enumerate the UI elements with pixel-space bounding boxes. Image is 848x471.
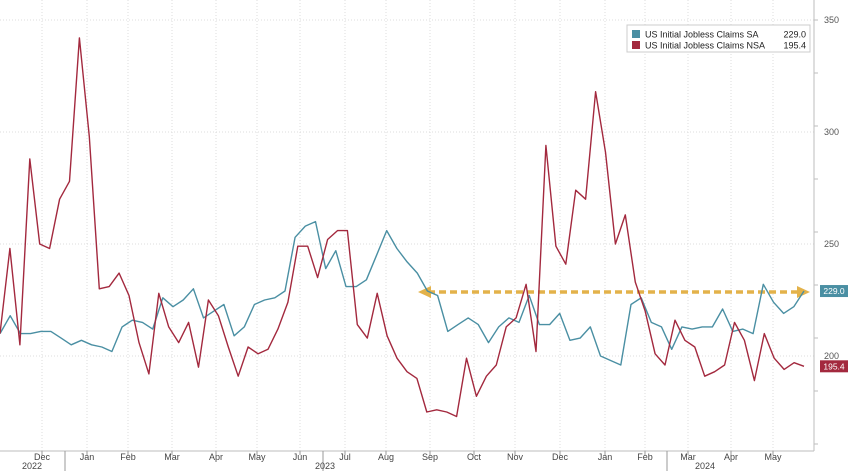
x-tick-label: Feb bbox=[120, 452, 136, 462]
reference-line-group bbox=[418, 286, 810, 299]
x-tick-label: Mar bbox=[164, 452, 180, 462]
legend: US Initial Jobless Claims SA 229.0 US Init… bbox=[626, 24, 811, 53]
last-value-label: 229.0 bbox=[823, 286, 845, 296]
last-value-tag-nsa bbox=[820, 360, 848, 373]
year-label: 2024 bbox=[695, 461, 715, 471]
y-tick-label: 350 bbox=[824, 15, 839, 25]
year-label: 2023 bbox=[315, 461, 335, 471]
x-tick-label: Feb bbox=[637, 452, 653, 462]
last-value-tag-sa bbox=[820, 285, 848, 298]
grid-lines bbox=[0, 0, 814, 451]
last-value-label: 195.4 bbox=[823, 361, 845, 371]
y-tick-label: 300 bbox=[824, 127, 839, 137]
legend-swatch bbox=[632, 41, 640, 49]
x-tick-label: Sep bbox=[422, 452, 438, 462]
legend-swatch bbox=[632, 30, 640, 38]
x-tick-label: Dec bbox=[34, 452, 51, 462]
legend-series-value: 195.4 bbox=[783, 41, 806, 51]
y-tick-label: 200 bbox=[824, 351, 839, 361]
legend-series-name: US Initial Jobless Claims NSA bbox=[645, 41, 765, 51]
x-axis: Dec Jan Feb Mar Apr May Jun Jul Aug Sep Oct Nov Dec J… bbox=[0, 450, 814, 471]
x-tick-label: Jun bbox=[293, 452, 308, 462]
legend-box bbox=[626, 24, 811, 53]
last-value-tags: 229.0 195.4 bbox=[820, 285, 848, 373]
y-axis: 200 250 300 350 bbox=[813, 0, 839, 451]
reference-arrow-left bbox=[418, 286, 431, 299]
x-tick-label: Jan bbox=[80, 452, 95, 462]
legend-series-name: US Initial Jobless Claims SA bbox=[645, 30, 759, 40]
legend-series-value: 229.0 bbox=[783, 30, 806, 40]
x-tick-label: Mar bbox=[680, 452, 696, 462]
x-tick-label: Apr bbox=[724, 452, 738, 462]
x-tick-label: Nov bbox=[507, 452, 524, 462]
x-tick-label: Apr bbox=[209, 452, 223, 462]
series-lines bbox=[0, 37, 805, 418]
y-tick-label: 250 bbox=[824, 239, 839, 249]
x-tick-label: Dec bbox=[552, 452, 569, 462]
series-line-nsa bbox=[0, 37, 805, 418]
year-label: 2022 bbox=[22, 461, 42, 471]
x-tick-label: May bbox=[764, 452, 782, 462]
x-tick-label: May bbox=[248, 452, 266, 462]
x-tick-label: Jan bbox=[598, 452, 613, 462]
x-tick-label: Oct bbox=[467, 452, 482, 462]
x-tick-label: Aug bbox=[378, 452, 394, 462]
x-tick-label: Jul bbox=[339, 452, 351, 462]
